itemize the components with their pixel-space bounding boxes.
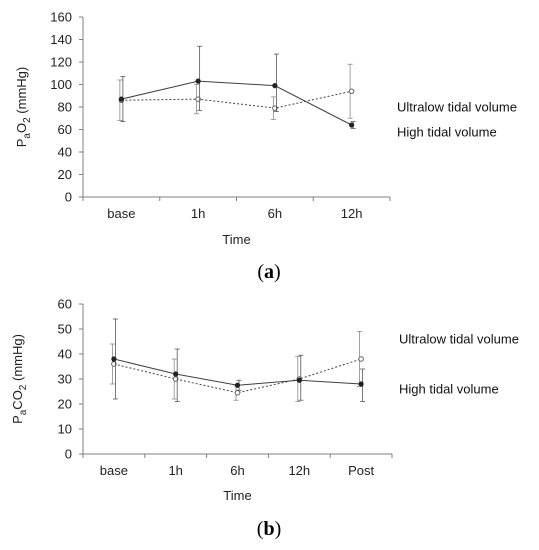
panel-label-letter: a (264, 261, 274, 283)
y-axis-label-part: O (14, 123, 29, 133)
panel-label: (b) (257, 518, 281, 540)
data-point (118, 96, 124, 102)
series-line (121, 80, 352, 126)
y-axis-label-subscript: a (18, 409, 29, 415)
y-axis-label-subscript: 2 (18, 384, 29, 390)
data-point (348, 88, 355, 95)
panel-label-paren: ( (257, 518, 264, 540)
y-tick-label: 40 (58, 145, 72, 160)
y-axis-label-part: (mmHg) (10, 334, 25, 385)
x-tick-label: 12h (288, 463, 310, 478)
data-point (358, 356, 364, 362)
data-point (173, 371, 179, 377)
series-line (121, 90, 352, 109)
x-axis-label: Time (222, 232, 250, 247)
y-tick-label: 60 (58, 122, 72, 137)
y-axis-label: PaCO2 (mmHg) (10, 334, 29, 424)
y-axis-label-subscript: a (22, 133, 33, 139)
series-ultralow (109, 331, 364, 402)
y-axis-label-subscript: 2 (22, 117, 33, 123)
y-tick-label: 10 (58, 422, 72, 437)
y-tick-label: 50 (58, 322, 72, 337)
x-axis-label: Time (223, 488, 251, 503)
data-point (296, 377, 302, 383)
y-tick-label: 160 (50, 10, 72, 25)
x-tick-label: 6h (230, 463, 244, 478)
y-tick-label: 80 (58, 100, 72, 115)
x-tick-label: 12h (341, 206, 363, 221)
y-tick-label: 120 (50, 55, 72, 70)
y-tick-label: 0 (65, 447, 72, 462)
data-point (272, 83, 278, 89)
chart-panel-2: 0 10 20 30 40 50 60 base 1h 6h 12h Post Time PaCO2 (m… (10, 297, 519, 541)
panel-label-letter: b (263, 518, 274, 540)
y-axis-label: PaO2 (mmHg) (14, 67, 33, 147)
panel-label-paren: ) (275, 518, 282, 540)
y-axis-label-part: P (14, 139, 29, 148)
data-point (358, 381, 364, 387)
data-point (234, 389, 241, 396)
y-axis-label-part: P (10, 415, 25, 424)
panel-label-paren: ) (274, 261, 281, 283)
series-high (111, 318, 366, 402)
y-tick-label: 40 (58, 347, 72, 362)
data-point (111, 356, 117, 362)
series-line (113, 358, 362, 386)
y-tick-label: 0 (65, 190, 72, 205)
x-tick-label: 6h (268, 206, 282, 221)
x-tick-label: base (107, 206, 135, 221)
y-tick-label: 30 (58, 372, 72, 387)
series-annotation: High tidal volume (397, 124, 497, 139)
y-axis-label-part: (mmHg) (14, 67, 29, 118)
series-annotation: Ultralow tidal volume (397, 100, 517, 115)
data-point (349, 122, 355, 128)
x-tick-label: 1h (168, 463, 182, 478)
y-tick-label: 140 (50, 32, 72, 47)
y-tick-label: 100 (50, 77, 72, 92)
series-ultralow (117, 63, 355, 121)
data-point (234, 382, 241, 388)
x-tick-label: base (100, 463, 128, 478)
y-tick-label: 20 (58, 167, 72, 182)
series-annotation: High tidal volume (399, 382, 499, 397)
panel-label-paren: ( (257, 261, 264, 283)
y-axis-label-part: CO (10, 390, 25, 410)
x-tick-label: Post (348, 463, 374, 478)
data-point (195, 78, 201, 84)
y-tick-label: 20 (58, 397, 72, 412)
series-annotation: Ultralow tidal volume (399, 332, 519, 347)
panel-label: (a) (257, 261, 280, 283)
x-tick-label: 1h (191, 206, 205, 221)
series-high (118, 45, 356, 129)
y-tick-label: 60 (58, 297, 72, 312)
